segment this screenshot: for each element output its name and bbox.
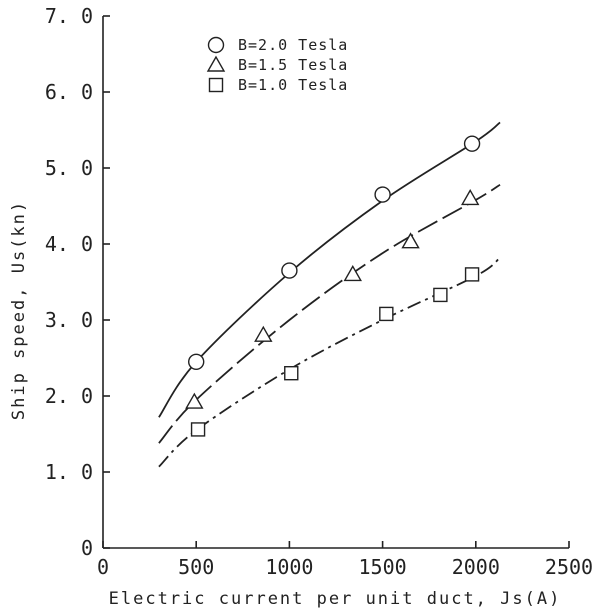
x-axis-label: Electric current per unit duct, Js(A) xyxy=(109,589,562,609)
y-axis-label: Ship speed, Us(kn) xyxy=(9,200,29,420)
data-point-circle xyxy=(374,186,391,203)
data-point-triangle xyxy=(185,392,204,409)
x-tick-label: 1500 xyxy=(359,555,407,579)
data-point-square xyxy=(379,306,394,322)
data-point-square xyxy=(284,366,299,381)
legend: B=2.0 Tesla B=1.5 Tesla B=1.0 Tesla xyxy=(206,36,348,94)
x-tick-label: 500 xyxy=(178,555,214,579)
y-tick-label: 2. 0 xyxy=(45,384,93,408)
fitted-curves xyxy=(158,121,501,468)
y-tick-label: 3. 0 xyxy=(45,308,93,332)
y-axis-ticks: 0 1. 0 2. 0 3. 0 4. 0 5. 0 6. 0 7. 0 xyxy=(45,4,110,560)
fit-curve-triangle xyxy=(158,183,501,444)
x-tick-label: 2000 xyxy=(452,555,500,579)
y-tick-label: 6. 0 xyxy=(45,80,93,104)
data-point-square xyxy=(190,422,206,437)
legend-label: B=1.0 Tesla xyxy=(238,76,348,94)
x-tick-label: 0 xyxy=(97,555,109,579)
data-point-circle xyxy=(463,135,481,152)
y-tick-label: 0 xyxy=(81,536,93,560)
legend-marker-triangle xyxy=(206,55,226,72)
y-tick-label: 7. 0 xyxy=(45,4,93,28)
x-tick-label: 1000 xyxy=(265,555,313,579)
fit-curve-circle xyxy=(158,121,501,418)
data-point-circle xyxy=(187,353,205,370)
data-markers xyxy=(185,135,481,437)
data-point-triangle xyxy=(461,188,480,206)
legend-marker-square xyxy=(208,77,224,93)
legend-label: B=2.0 Tesla xyxy=(238,36,348,54)
axes xyxy=(102,16,569,549)
legend-marker-circle xyxy=(207,36,225,54)
y-tick-label: 1. 0 xyxy=(45,460,93,484)
data-point-square xyxy=(433,287,448,303)
y-tick-label: 4. 0 xyxy=(45,232,93,256)
data-point-triangle xyxy=(343,264,362,282)
legend-label: B=1.5 Tesla xyxy=(238,56,348,74)
data-point-square xyxy=(464,267,480,282)
data-point-circle xyxy=(281,262,298,279)
x-axis-ticks: 0 500 1000 1500 2000 2500 xyxy=(97,541,593,579)
y-tick-label: 5. 0 xyxy=(45,156,93,180)
x-tick-label: 2500 xyxy=(545,555,593,579)
data-point-triangle xyxy=(254,325,273,342)
data-point-triangle xyxy=(401,232,420,249)
